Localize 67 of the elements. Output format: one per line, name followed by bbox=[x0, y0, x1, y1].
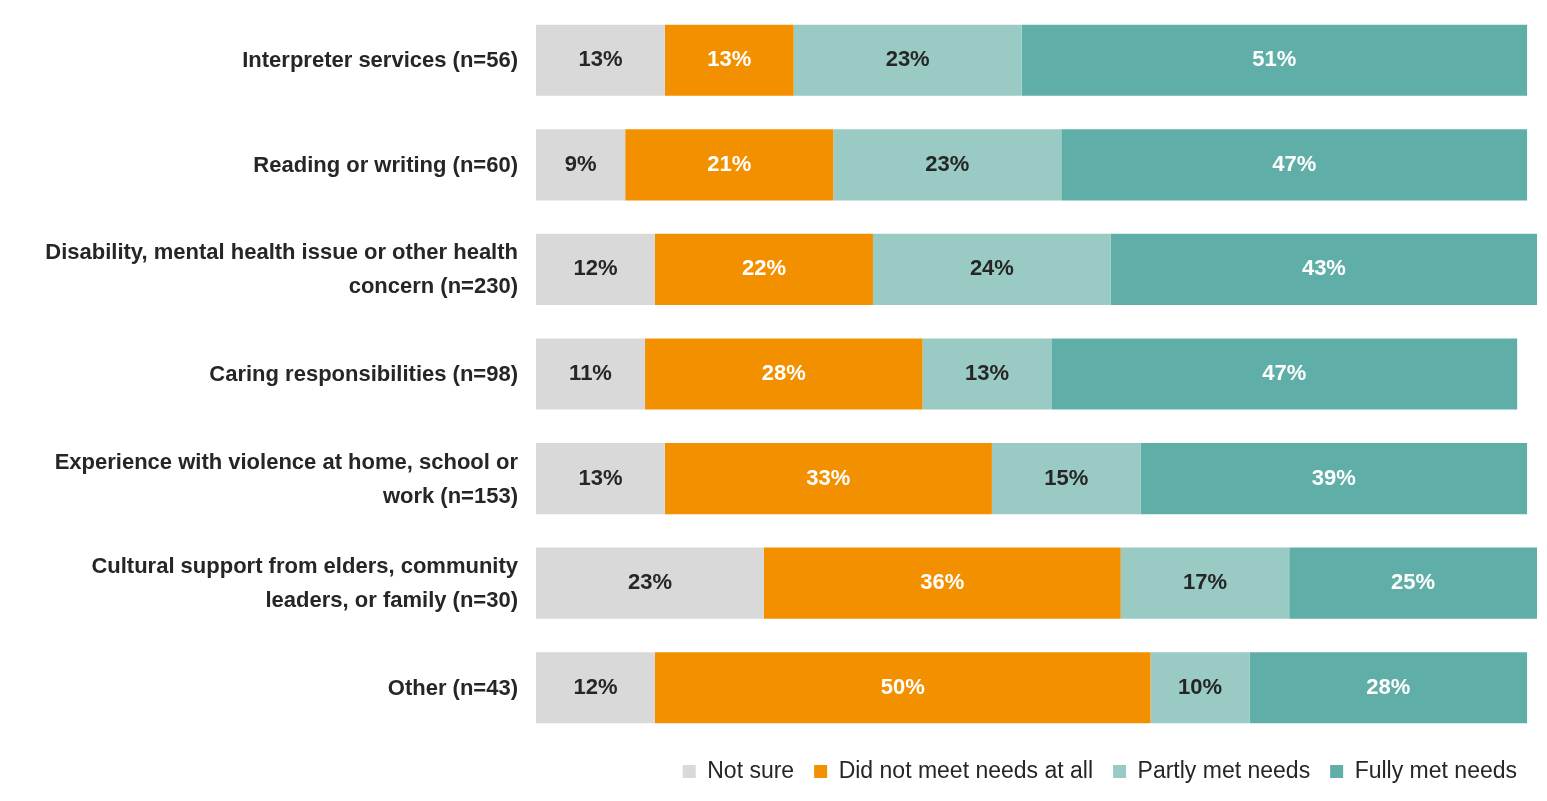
bar bbox=[1150, 652, 1250, 724]
legend-label: Did not meet needs at all bbox=[838, 756, 1094, 783]
bar bbox=[536, 547, 764, 619]
bar bbox=[1061, 129, 1528, 201]
data-label: 50% bbox=[880, 673, 925, 699]
bar bbox=[1289, 547, 1537, 619]
data-label: 13% bbox=[964, 360, 1009, 386]
data-label: 23% bbox=[885, 46, 930, 72]
y-tick-label: Caring responsibilities (n=98) bbox=[208, 360, 518, 388]
bar bbox=[664, 24, 794, 96]
y-tick-label: Other (n=43) bbox=[386, 673, 518, 702]
data-label: 43% bbox=[1301, 255, 1346, 281]
bar bbox=[654, 233, 873, 305]
bar bbox=[833, 129, 1062, 201]
bar bbox=[793, 24, 1022, 96]
y-tick-label: Reading or writing (n=60) bbox=[252, 150, 518, 179]
bar bbox=[645, 338, 923, 410]
y-tick-label: Experience with violence at home, school or work (n=153) bbox=[53, 447, 518, 510]
bar bbox=[1021, 24, 1528, 96]
data-label: 10% bbox=[1178, 673, 1223, 699]
data-label: 24% bbox=[969, 255, 1014, 281]
bar bbox=[536, 129, 626, 201]
data-label: 15% bbox=[1044, 464, 1089, 490]
data-label: 36% bbox=[920, 569, 965, 595]
data-label: 23% bbox=[627, 569, 672, 595]
bar bbox=[536, 652, 655, 724]
data-label: 51% bbox=[1252, 46, 1297, 72]
bar bbox=[654, 652, 1151, 724]
bar bbox=[1140, 443, 1528, 515]
data-label: 28% bbox=[1366, 673, 1411, 699]
data-label: 12% bbox=[573, 255, 618, 281]
bar bbox=[536, 338, 646, 410]
legend-label: Partly met needs bbox=[1137, 756, 1311, 783]
bar bbox=[664, 443, 992, 515]
data-label: 12% bbox=[573, 673, 618, 699]
bar bbox=[991, 443, 1141, 515]
data-label: 47% bbox=[1262, 360, 1307, 386]
y-tick-label: Cultural support from elders, community leaders, or family (n=30) bbox=[90, 552, 518, 615]
bar bbox=[1120, 547, 1290, 619]
bar bbox=[922, 338, 1052, 410]
data-label: 25% bbox=[1391, 569, 1436, 595]
data-label: 39% bbox=[1311, 464, 1356, 490]
data-label: 11% bbox=[569, 360, 612, 386]
data-label: 9% bbox=[564, 150, 597, 176]
y-tick-label: Interpreter services (n=56) bbox=[241, 46, 518, 75]
data-label: 22% bbox=[741, 255, 786, 281]
bar bbox=[1051, 338, 1518, 410]
legend-label: Not sure bbox=[707, 756, 795, 783]
data-label: 47% bbox=[1272, 150, 1317, 176]
legend-label: Fully met needs bbox=[1354, 756, 1518, 783]
bar bbox=[625, 129, 834, 201]
y-tick-label: Disability, mental health issue or other health concern (n=230) bbox=[44, 238, 518, 301]
bar bbox=[536, 443, 665, 515]
data-label: 23% bbox=[925, 150, 970, 176]
bar bbox=[536, 24, 665, 96]
data-label: 13% bbox=[578, 464, 623, 490]
bar bbox=[763, 547, 1121, 619]
data-label: 13% bbox=[707, 46, 752, 72]
data-label: 21% bbox=[707, 150, 752, 176]
data-label: 17% bbox=[1182, 569, 1228, 595]
data-label: 33% bbox=[806, 464, 851, 490]
bar bbox=[536, 233, 655, 305]
bar bbox=[872, 233, 1111, 305]
data-label: 28% bbox=[761, 360, 806, 386]
bar bbox=[1110, 233, 1537, 305]
bar bbox=[1249, 652, 1528, 724]
data-label: 13% bbox=[578, 46, 623, 72]
